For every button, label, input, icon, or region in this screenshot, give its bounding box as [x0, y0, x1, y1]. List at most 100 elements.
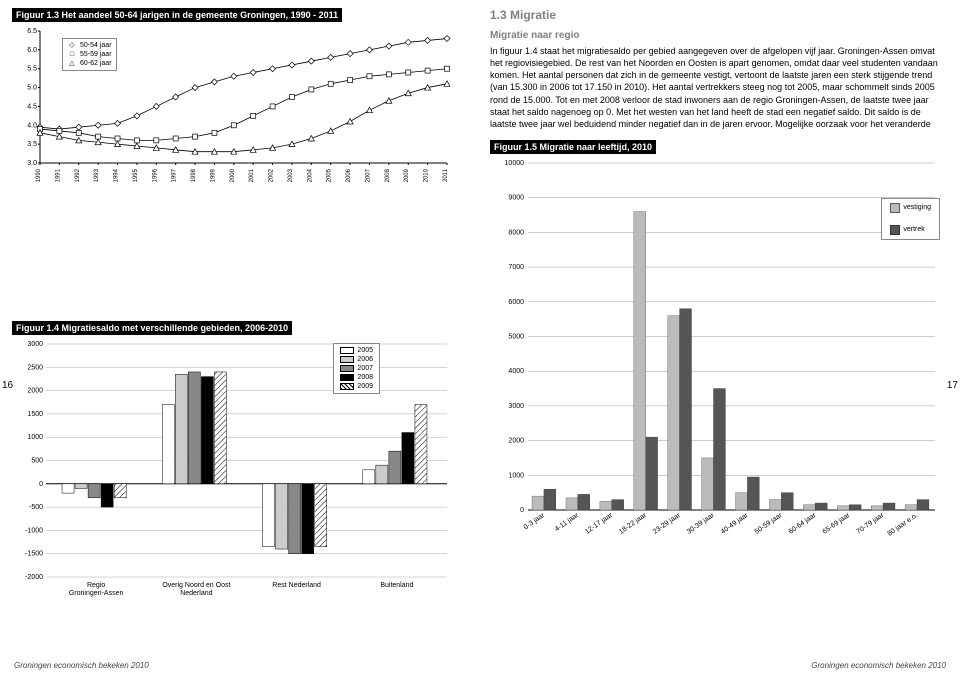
lg-vert: vertrek: [903, 225, 924, 234]
svg-text:2000: 2000: [508, 438, 524, 445]
svg-text:Nederland: Nederland: [180, 590, 212, 597]
svg-text:18-22 jaar: 18-22 jaar: [618, 512, 648, 536]
page-number-right: 17: [947, 380, 958, 391]
lg-vest: vestiging: [903, 203, 931, 212]
svg-text:2001: 2001: [249, 168, 255, 182]
svg-text:2008: 2008: [385, 168, 391, 182]
fig14-legend: 2005 2006 2007 2008 2009: [333, 343, 380, 394]
svg-text:1991: 1991: [55, 168, 61, 182]
svg-text:3.5: 3.5: [27, 141, 37, 148]
svg-text:6.5: 6.5: [27, 28, 37, 35]
svg-text:-1500: -1500: [25, 551, 43, 558]
fig14-chart: -2000 -1500 -1000 -500 0 500 1000 1500 2000 2500 3…: [12, 339, 470, 609]
svg-text:5000: 5000: [508, 333, 524, 340]
svg-text:Overig Noord en Oost: Overig Noord en Oost: [162, 582, 230, 589]
section-head: 1.3 Migratie: [490, 8, 948, 22]
svg-text:2003: 2003: [288, 168, 294, 182]
lg-2008: 2008: [357, 373, 373, 382]
svg-text:Regio: Regio: [87, 582, 105, 589]
svg-text:60-64 jaar: 60-64 jaar: [788, 512, 818, 536]
svg-text:1996: 1996: [152, 168, 158, 182]
svg-text:-1000: -1000: [25, 527, 43, 534]
svg-text:5.5: 5.5: [27, 66, 37, 73]
svg-text:3000: 3000: [27, 341, 43, 348]
svg-text:70-79 jaar: 70-79 jaar: [855, 512, 885, 536]
fig14-svg: -2000 -1500 -1000 -500 0 500 1000 1500 2000 2500 3…: [12, 339, 452, 609]
svg-text:0-3 jaar: 0-3 jaar: [523, 512, 547, 532]
legend-5054: 50-54 jaar: [80, 41, 112, 50]
svg-text:1999: 1999: [210, 168, 216, 182]
svg-text:500: 500: [31, 458, 43, 465]
svg-text:2011: 2011: [443, 168, 449, 182]
svg-text:50-59 jaar: 50-59 jaar: [754, 512, 784, 536]
svg-text:7000: 7000: [508, 264, 524, 271]
svg-text:2500: 2500: [27, 364, 43, 371]
svg-text:2005: 2005: [327, 168, 333, 182]
svg-text:2009: 2009: [404, 168, 410, 182]
legend-5559: 55-59 jaar: [80, 50, 112, 59]
fig13-legend: ◇50-54 jaar □55-59 jaar △60-62 jaar: [62, 38, 117, 71]
svg-text:10000: 10000: [505, 160, 525, 167]
svg-text:1500: 1500: [27, 411, 43, 418]
fig15-title: Figuur 1.5 Migratie naar leeftijd, 2010: [490, 140, 656, 154]
svg-text:2002: 2002: [269, 168, 275, 182]
svg-text:2000: 2000: [27, 388, 43, 395]
right-column: 1.3 Migratie Migratie naar regio In figu…: [490, 8, 948, 609]
svg-text:4.0: 4.0: [27, 122, 37, 129]
svg-text:4-11 jaar: 4-11 jaar: [554, 512, 581, 534]
svg-text:1997: 1997: [172, 168, 178, 182]
svg-text:9000: 9000: [508, 195, 524, 202]
fig13-title: Figuur 1.3 Het aandeel 50-64 jarigen in …: [12, 8, 342, 22]
svg-text:6.0: 6.0: [27, 47, 37, 54]
svg-text:1000: 1000: [27, 434, 43, 441]
page-number-left: 16: [2, 380, 13, 391]
svg-text:Rest Nederland: Rest Nederland: [272, 582, 321, 589]
fig15-chart: 0 1000 2000 3000 4000 5000 6000 7000 8000 9000 100…: [490, 158, 948, 558]
lg-2005: 2005: [357, 346, 373, 355]
svg-text:1994: 1994: [114, 168, 120, 182]
svg-text:-2000: -2000: [25, 574, 43, 581]
svg-text:5.0: 5.0: [27, 85, 37, 92]
lg-2007: 2007: [357, 364, 373, 373]
svg-text:0: 0: [39, 481, 43, 488]
svg-text:80 jaar e.o.: 80 jaar e.o.: [886, 512, 919, 538]
lg-2009: 2009: [357, 382, 373, 391]
svg-text:1998: 1998: [191, 168, 197, 182]
svg-text:8000: 8000: [508, 229, 524, 236]
fig13-chart: 3.0 3.5 4.0 4.5 5.0 5.5 6.0 6.5 1990 1991 1992 1993…: [12, 26, 470, 191]
svg-text:2000: 2000: [230, 168, 236, 182]
body-text: In figuur 1.4 staat het migratiesaldo pe…: [490, 45, 948, 130]
fig15-svg: 0 1000 2000 3000 4000 5000 6000 7000 8000 9000 100…: [490, 158, 940, 558]
svg-text:-500: -500: [29, 504, 43, 511]
svg-text:4000: 4000: [508, 368, 524, 375]
svg-text:2004: 2004: [307, 168, 313, 182]
lg-2006: 2006: [357, 355, 373, 364]
svg-text:1000: 1000: [508, 472, 524, 479]
svg-text:2007: 2007: [365, 168, 371, 182]
svg-text:3000: 3000: [508, 403, 524, 410]
svg-text:1992: 1992: [75, 168, 81, 182]
footer-right: Groningen economisch bekeken 2010: [811, 661, 946, 670]
footer-left: Groningen economisch bekeken 2010: [14, 661, 149, 670]
svg-text:30-39 jaar: 30-39 jaar: [686, 512, 716, 536]
svg-text:Groningen-Assen: Groningen-Assen: [69, 590, 124, 597]
svg-text:23-29 jaar: 23-29 jaar: [652, 512, 682, 536]
svg-text:12-17 jaar: 12-17 jaar: [584, 512, 614, 536]
svg-text:40-49 jaar: 40-49 jaar: [720, 512, 750, 536]
svg-text:Buitenland: Buitenland: [380, 582, 413, 589]
svg-text:6000: 6000: [508, 299, 524, 306]
fig15-legend: vestiging vertrek: [881, 198, 940, 240]
svg-text:0: 0: [520, 507, 524, 514]
legend-6062: 60-62 jaar: [80, 59, 112, 68]
svg-text:1995: 1995: [133, 168, 139, 182]
svg-text:65-69 jaar: 65-69 jaar: [822, 512, 852, 536]
svg-text:3.0: 3.0: [27, 160, 37, 167]
left-column: Figuur 1.3 Het aandeel 50-64 jarigen in …: [12, 8, 470, 609]
svg-text:2006: 2006: [346, 168, 352, 182]
svg-text:1993: 1993: [94, 168, 100, 182]
sub-head: Migratie naar regio: [490, 30, 948, 41]
svg-text:1990: 1990: [36, 168, 42, 182]
svg-text:4.5: 4.5: [27, 103, 37, 110]
svg-text:2010: 2010: [424, 168, 430, 182]
fig14-title: Figuur 1.4 Migratiesaldo met verschillen…: [12, 321, 292, 335]
